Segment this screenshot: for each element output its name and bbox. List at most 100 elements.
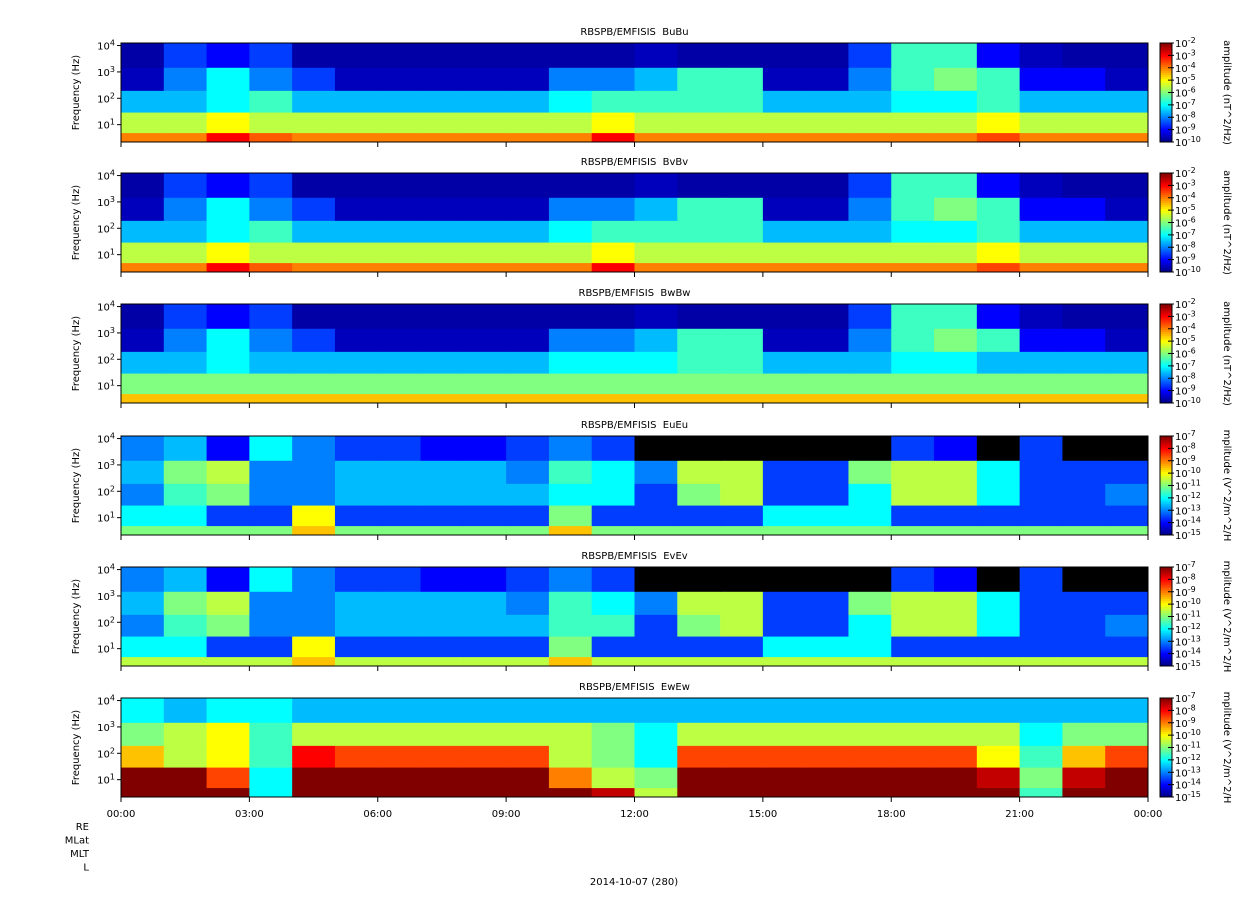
spectrogram-cell bbox=[805, 787, 849, 798]
spectrogram-cell bbox=[634, 43, 678, 68]
colorbar-step bbox=[1160, 721, 1172, 725]
colorbar-step bbox=[1160, 588, 1172, 592]
colorbar-step bbox=[1160, 437, 1172, 441]
spectrogram-cell bbox=[762, 112, 807, 134]
colorbar-step bbox=[1160, 650, 1172, 653]
colorbar-step bbox=[1160, 114, 1172, 117]
spectrogram-cell bbox=[463, 67, 507, 91]
spectrogram-cell bbox=[805, 220, 849, 243]
spectrogram-cell bbox=[805, 132, 849, 143]
spectrogram-cell bbox=[805, 656, 849, 667]
spectrogram-cell bbox=[1019, 591, 1063, 615]
spectrogram-cell bbox=[1105, 787, 1149, 798]
spectrogram-cell bbox=[249, 460, 293, 484]
spectrogram-cell bbox=[591, 745, 635, 768]
spectrogram-cell bbox=[934, 436, 978, 461]
spectrogram-cell bbox=[206, 722, 250, 746]
spectrogram-cell bbox=[591, 242, 635, 264]
colorbar-step bbox=[1160, 212, 1172, 215]
spectrogram-cell bbox=[891, 483, 935, 506]
colorbar-step bbox=[1160, 453, 1172, 457]
spectrogram-cell bbox=[634, 525, 678, 536]
colorbar-step bbox=[1160, 70, 1172, 74]
spectrogram-cell bbox=[249, 567, 293, 592]
colorbar-step bbox=[1160, 136, 1172, 139]
spectrogram-cell bbox=[805, 304, 849, 329]
spectrogram-cell bbox=[720, 787, 764, 798]
colorbar-step bbox=[1160, 489, 1172, 492]
spectrogram-cell bbox=[1062, 591, 1106, 615]
colorbar-step bbox=[1160, 369, 1172, 372]
spectrogram-cell bbox=[420, 90, 464, 113]
spectrogram-cell bbox=[720, 636, 764, 658]
spectrogram-cell bbox=[848, 636, 892, 658]
spectrogram-cell bbox=[934, 262, 978, 273]
spectrogram-cell bbox=[677, 328, 721, 352]
spectrogram-cell bbox=[1019, 787, 1063, 798]
spectrogram-cell bbox=[1105, 698, 1149, 723]
colorbar-step bbox=[1160, 365, 1172, 368]
colorbar-step bbox=[1160, 701, 1172, 705]
spectrogram-cell bbox=[591, 43, 635, 68]
spectrogram-cell bbox=[591, 328, 635, 352]
spectrogram-cell bbox=[249, 351, 293, 374]
colorbar-step bbox=[1160, 584, 1172, 588]
spectrogram-cell bbox=[163, 220, 208, 243]
spectrogram-cell bbox=[934, 242, 978, 264]
spectrogram-cell bbox=[1019, 220, 1063, 243]
colorbar-step bbox=[1160, 711, 1172, 715]
y-tick-label: 104 bbox=[97, 39, 115, 53]
spectrogram-cell bbox=[206, 436, 250, 461]
spectrogram-cell bbox=[591, 112, 635, 134]
spectrogram-cell bbox=[1062, 636, 1106, 658]
y-axis-label: Frequency (Hz) bbox=[71, 55, 82, 131]
spectrogram-cell bbox=[934, 67, 978, 91]
spectrogram-cell bbox=[591, 436, 635, 461]
spectrogram-cell bbox=[377, 698, 422, 723]
spectrogram-cell bbox=[463, 505, 507, 527]
spectrogram-cell bbox=[463, 112, 507, 134]
spectrogram-cell bbox=[891, 567, 935, 592]
spectrogram-cell bbox=[334, 656, 379, 667]
spectrogram-cell bbox=[1019, 722, 1063, 746]
spectrogram-cell bbox=[334, 483, 379, 506]
spectrogram-cell bbox=[1105, 43, 1149, 68]
spectrogram-cell bbox=[1105, 591, 1149, 615]
spectrogram-cell bbox=[848, 505, 892, 527]
colorbar-step bbox=[1160, 200, 1172, 204]
colorbar-step bbox=[1160, 507, 1172, 510]
colorbar-step bbox=[1160, 64, 1172, 68]
colorbar-step bbox=[1160, 66, 1172, 70]
spectrogram-cell bbox=[591, 304, 635, 329]
colorbar-step bbox=[1160, 771, 1172, 774]
spectrogram-cell bbox=[762, 90, 807, 113]
spectrogram-cell bbox=[420, 436, 464, 461]
spectrogram-cell bbox=[720, 393, 764, 404]
spectrogram-cell bbox=[1105, 525, 1149, 536]
spectrogram-cell bbox=[463, 197, 507, 221]
spectrogram-cell bbox=[591, 173, 635, 198]
spectrogram-cell bbox=[934, 460, 978, 484]
spectrogram-cell bbox=[506, 591, 550, 615]
spectrogram-cell bbox=[292, 656, 336, 667]
spectrogram-cell bbox=[934, 591, 978, 615]
spectrogram-cell bbox=[163, 767, 208, 789]
colorbar-step bbox=[1160, 636, 1172, 639]
spectrogram-cell bbox=[377, 173, 422, 198]
spectrogram-cell bbox=[334, 567, 379, 592]
colorbar-step bbox=[1160, 116, 1172, 119]
spectrogram-cell bbox=[163, 614, 208, 637]
spectrogram-cell bbox=[720, 112, 764, 134]
spectrogram-cell bbox=[463, 220, 507, 243]
spectrogram-cell bbox=[1062, 656, 1106, 667]
spectrogram-cell bbox=[1062, 197, 1106, 221]
colorbar-step bbox=[1160, 632, 1172, 635]
spectrogram-cell bbox=[591, 698, 635, 723]
colorbar-step bbox=[1160, 590, 1172, 594]
spectrogram-cell bbox=[121, 614, 165, 637]
colorbar-step bbox=[1160, 719, 1172, 723]
colorbar-step bbox=[1160, 729, 1172, 733]
spectrogram-cell bbox=[292, 436, 336, 461]
colorbar-step bbox=[1160, 739, 1172, 742]
spectrogram-cell bbox=[848, 220, 892, 243]
